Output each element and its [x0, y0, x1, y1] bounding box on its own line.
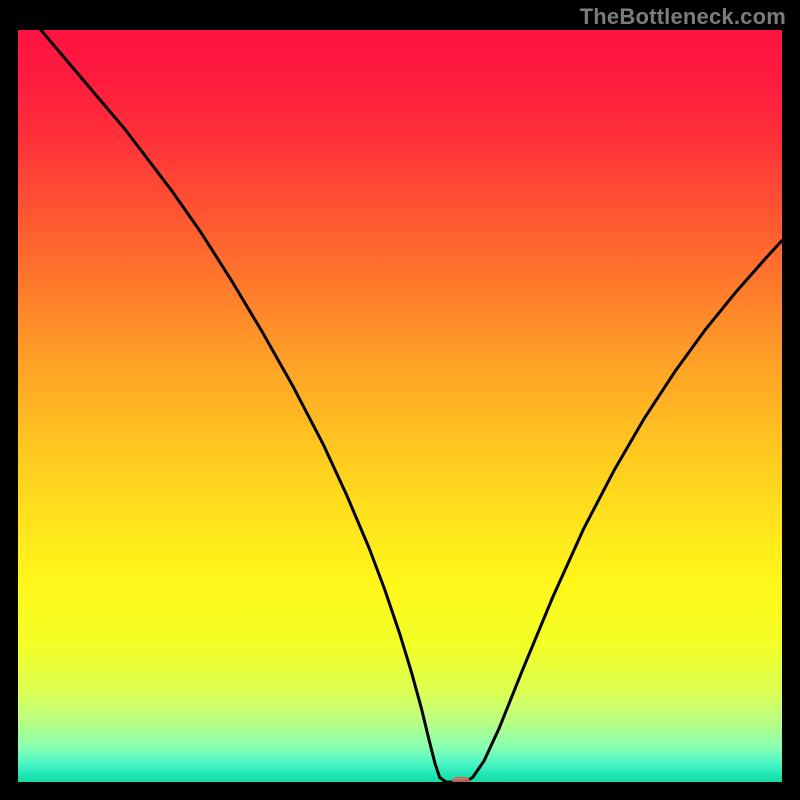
gradient-background [18, 30, 782, 782]
plot-area [18, 30, 782, 782]
valley-marker [452, 777, 470, 782]
chart-svg [18, 30, 782, 782]
chart-frame: { "watermark": { "text": "TheBottleneck.… [0, 0, 800, 800]
watermark-text: TheBottleneck.com [580, 4, 786, 30]
